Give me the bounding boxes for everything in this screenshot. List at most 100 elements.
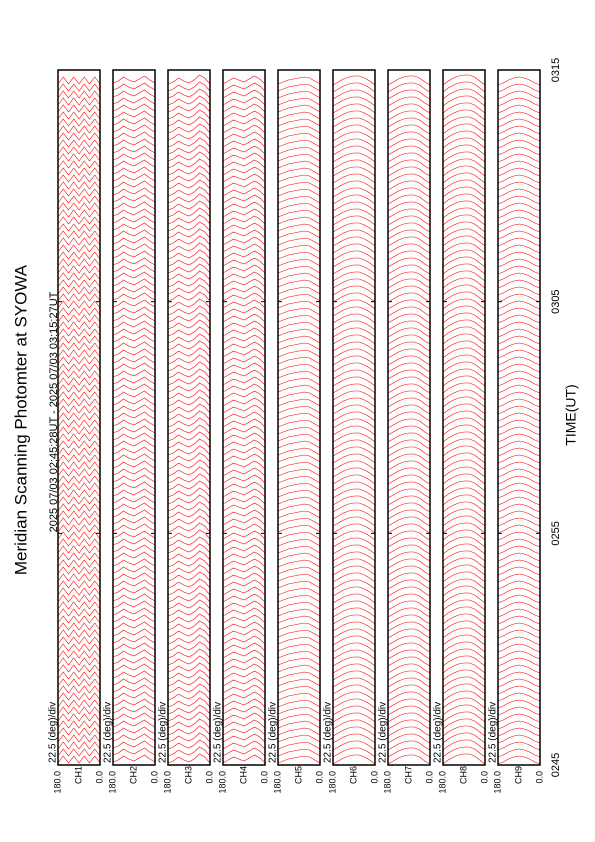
scan-trace — [332, 152, 376, 163]
scan-trace — [497, 202, 541, 212]
scan-trace — [57, 608, 101, 617]
scan-trace — [167, 410, 211, 421]
scan-trace — [222, 642, 266, 652]
scan-trace — [442, 354, 486, 366]
scan-trace — [222, 719, 266, 729]
scan-trace — [387, 733, 431, 744]
scan-trace — [387, 341, 431, 352]
scan-trace — [222, 82, 266, 92]
scan-trace — [57, 83, 101, 92]
scan-trace — [57, 132, 101, 141]
scan-trace — [167, 452, 211, 463]
scan-trace — [497, 216, 541, 226]
scan-trace — [222, 390, 266, 400]
scan-trace — [332, 558, 376, 569]
y-tick-label: 0.0 — [424, 771, 434, 784]
scale-label: 22.5 (deg)/div — [433, 702, 444, 763]
scan-trace — [57, 559, 101, 568]
scan-trace — [167, 179, 211, 190]
scan-trace — [167, 725, 211, 736]
scan-trace — [277, 489, 321, 498]
scan-trace — [222, 229, 266, 239]
scan-trace — [167, 690, 211, 701]
scan-trace — [332, 159, 376, 170]
scan-trace — [112, 138, 156, 147]
scan-trace — [387, 586, 431, 597]
y-tick-label: 0.0 — [534, 771, 544, 784]
scan-trace — [222, 404, 266, 414]
scan-trace — [222, 481, 266, 491]
scan-trace — [387, 404, 431, 415]
scan-trace — [442, 732, 486, 744]
scan-trace — [57, 601, 101, 610]
scan-trace — [387, 621, 431, 632]
scan-trace — [167, 508, 211, 519]
scan-trace — [57, 671, 101, 680]
scan-trace — [277, 83, 321, 92]
scan-trace — [497, 433, 541, 443]
scan-trace — [222, 614, 266, 624]
scan-trace — [442, 578, 486, 590]
scan-trace — [332, 411, 376, 422]
scan-trace — [442, 410, 486, 422]
scan-trace — [277, 328, 321, 337]
scan-trace — [167, 137, 211, 148]
scan-trace — [167, 746, 211, 757]
scan-trace — [277, 398, 321, 407]
y-tick-label: 180.0 — [52, 771, 62, 794]
scan-trace — [497, 671, 541, 681]
scan-trace — [277, 272, 321, 281]
scale-label: 22.5 (deg)/div — [213, 702, 224, 763]
scan-trace — [387, 495, 431, 506]
channel-label: CH5 — [293, 766, 303, 784]
scan-trace — [497, 692, 541, 702]
scan-trace — [277, 622, 321, 631]
scan-trace — [222, 313, 266, 323]
scan-trace — [57, 405, 101, 414]
scan-trace — [57, 643, 101, 652]
scan-trace — [112, 614, 156, 623]
scan-trace — [57, 195, 101, 204]
scan-trace — [497, 195, 541, 205]
scan-trace — [167, 438, 211, 449]
scan-trace — [167, 354, 211, 365]
scan-trace — [277, 300, 321, 309]
scan-trace — [57, 496, 101, 505]
scan-trace — [167, 753, 211, 764]
scan-trace — [222, 327, 266, 337]
scan-trace — [167, 424, 211, 435]
scan-trace — [497, 76, 541, 86]
scan-trace — [167, 697, 211, 708]
scan-trace — [497, 685, 541, 695]
scan-trace — [57, 468, 101, 477]
scan-trace — [332, 677, 376, 688]
scan-trace — [112, 124, 156, 133]
scan-trace — [442, 109, 486, 121]
scan-trace — [387, 628, 431, 639]
scan-trace — [222, 75, 266, 85]
scan-trace — [497, 279, 541, 289]
scan-trace — [57, 412, 101, 421]
scan-trace — [222, 712, 266, 722]
y-tick-label: 180.0 — [382, 771, 392, 794]
scan-trace — [497, 174, 541, 184]
scan-trace — [387, 635, 431, 646]
scan-trace — [277, 755, 321, 764]
scan-trace — [57, 587, 101, 596]
panel-frame — [387, 69, 431, 766]
scan-trace — [167, 368, 211, 379]
scan-trace — [277, 279, 321, 288]
scan-trace — [277, 125, 321, 134]
scan-trace — [167, 494, 211, 505]
scan-trace — [497, 664, 541, 674]
scan-trace — [112, 369, 156, 378]
scan-trace — [442, 277, 486, 289]
scan-trace — [167, 655, 211, 666]
channel-label: CH7 — [403, 766, 413, 784]
scan-trace — [387, 712, 431, 723]
scan-trace — [442, 368, 486, 380]
scan-trace — [222, 586, 266, 596]
scan-trace — [57, 720, 101, 729]
scan-trace — [222, 544, 266, 554]
scan-trace — [387, 264, 431, 275]
